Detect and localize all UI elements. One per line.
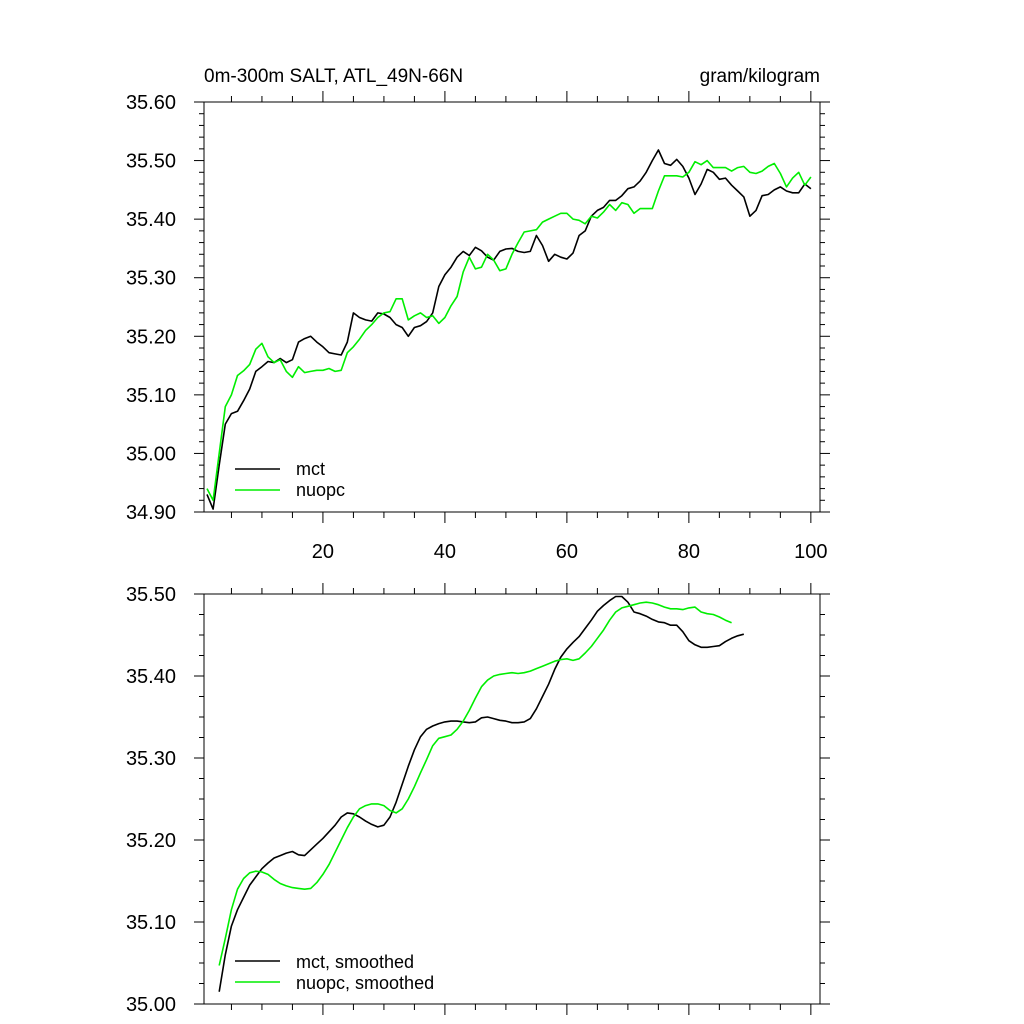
series-line-nuopc <box>206 159 812 502</box>
top-y-tick-label: 35.40 <box>126 209 176 231</box>
x-tick-label: 20 <box>312 541 334 563</box>
bottom-y-tick-label: 35.10 <box>126 912 176 934</box>
bottom-series-lines <box>218 595 745 992</box>
chart-title-left: 0m-300m SALT, ATL_49N-66N <box>204 66 463 87</box>
bottom-y-tick-label: 35.50 <box>126 584 176 606</box>
top-y-tick-label: 35.00 <box>126 443 176 465</box>
top-y-tick-label: 34.90 <box>126 502 176 524</box>
legend-label-mct-smoothed: mct, smoothed <box>296 952 414 972</box>
top-axes: 20 40 60 80 100 34.90 35.00 35.10 35.20 35.30 35.4… <box>126 91 830 563</box>
series-line-nuopc-smoothed <box>218 601 732 966</box>
top-series-lines <box>206 149 812 510</box>
bottom-y-tick-label: 35.00 <box>126 994 176 1016</box>
top-y-tick-label: 35.60 <box>126 92 176 114</box>
bottom-legend: mct, smoothed nuopc, smoothed <box>235 952 434 993</box>
legend-label-mct: mct <box>296 459 325 479</box>
chart-units-label: gram/kilogram <box>700 66 820 87</box>
bottom-panel: 35.00 35.10 35.20 35.30 35.40 35.50 mct, smoo… <box>126 583 830 1016</box>
top-y-tick-label: 35.30 <box>126 268 176 290</box>
series-line-mct-smoothed <box>218 595 745 992</box>
top-y-tick-label: 35.20 <box>126 326 176 348</box>
bottom-y-tick-label: 35.30 <box>126 748 176 770</box>
top-y-tick-label: 35.10 <box>126 385 176 407</box>
legend-label-nuopc: nuopc <box>296 480 345 500</box>
series-line-mct <box>206 149 812 510</box>
x-tick-label: 40 <box>434 541 456 563</box>
bottom-y-tick-label: 35.40 <box>126 666 176 688</box>
legend-label-nuopc-smoothed: nuopc, smoothed <box>296 973 434 993</box>
bottom-y-tick-label: 35.20 <box>126 830 176 852</box>
top-panel: 0m-300m SALT, ATL_49N-66N gram/kilogram … <box>126 66 830 563</box>
top-legend: mct nuopc <box>235 459 345 500</box>
x-tick-label: 80 <box>678 541 700 563</box>
bottom-axes: 35.00 35.10 35.20 35.30 35.40 35.50 <box>126 583 830 1016</box>
top-plot-frame <box>203 101 821 513</box>
x-tick-label: 100 <box>794 541 827 563</box>
x-tick-label: 60 <box>556 541 578 563</box>
bottom-plot-frame <box>203 593 821 1005</box>
top-y-tick-label: 35.50 <box>126 151 176 173</box>
